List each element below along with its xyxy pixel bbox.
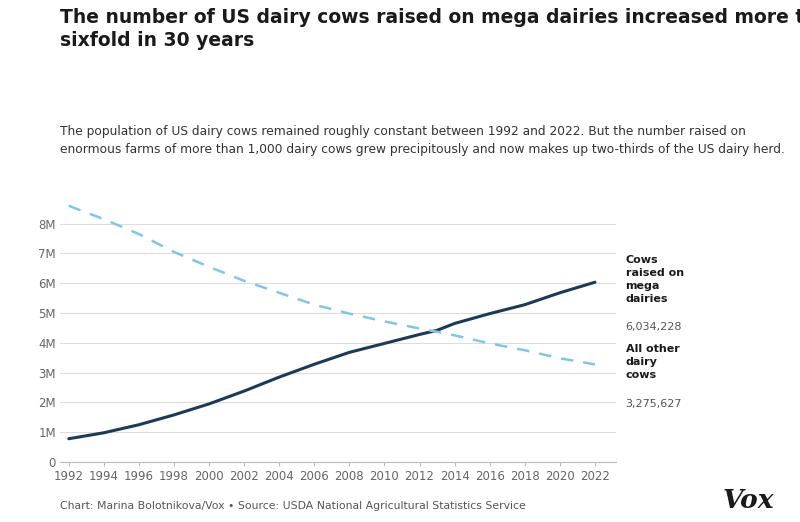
Text: All other
dairy
cows: All other dairy cows xyxy=(626,344,679,379)
Text: Vox: Vox xyxy=(723,488,774,513)
Text: 3,275,627: 3,275,627 xyxy=(626,398,682,409)
Text: 6,034,228: 6,034,228 xyxy=(626,322,682,331)
Text: The number of US dairy cows raised on mega dairies increased more than
sixfold i: The number of US dairy cows raised on me… xyxy=(60,8,800,50)
Text: Chart: Marina Bolotnikova/Vox • Source: USDA National Agricultural Statistics Se: Chart: Marina Bolotnikova/Vox • Source: … xyxy=(60,501,526,511)
Text: Cows
raised on
mega
dairies: Cows raised on mega dairies xyxy=(626,255,684,304)
Text: The population of US dairy cows remained roughly constant between 1992 and 2022.: The population of US dairy cows remained… xyxy=(60,125,785,156)
